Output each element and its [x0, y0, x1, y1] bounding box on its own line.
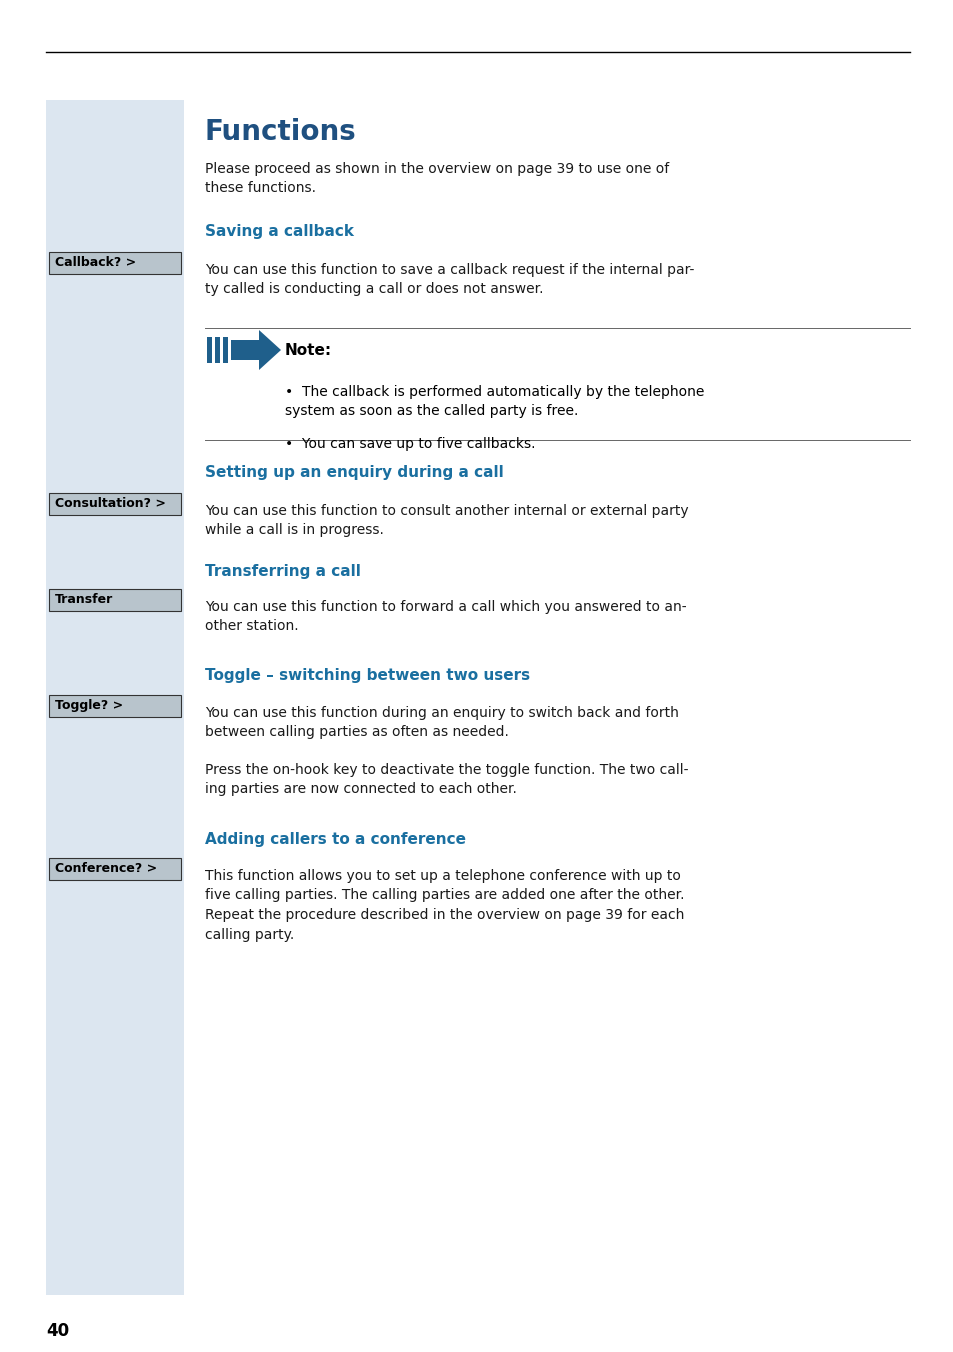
Bar	[49, 695, 181, 717]
Text: Consultation? >: Consultation? >	[55, 498, 166, 511]
Bar	[223, 337, 228, 362]
Polygon shape	[231, 330, 281, 370]
Bar	[49, 493, 181, 515]
Bar	[49, 589, 181, 611]
Bar	[46, 100, 184, 1295]
Text: Transferring a call: Transferring a call	[205, 564, 360, 579]
Text: Callback? >: Callback? >	[55, 257, 136, 269]
Text: Setting up an enquiry during a call: Setting up an enquiry during a call	[205, 465, 503, 480]
Text: Conference? >: Conference? >	[55, 863, 157, 876]
Text: Note:: Note:	[285, 343, 332, 358]
Text: Transfer: Transfer	[55, 594, 113, 607]
Text: Please proceed as shown in the overview on page 39 to use one of
these functions: Please proceed as shown in the overview …	[205, 162, 669, 196]
Bar	[214, 337, 220, 362]
Text: •  The callback is performed automatically by the telephone
system as soon as th: • The callback is performed automaticall…	[285, 385, 703, 419]
Text: You can use this function to consult another internal or external party
while a : You can use this function to consult ano…	[205, 504, 688, 538]
Text: You can use this function to forward a call which you answered to an-
other stat: You can use this function to forward a c…	[205, 600, 686, 634]
Text: This function allows you to set up a telephone conference with up to
five callin: This function allows you to set up a tel…	[205, 869, 684, 941]
Text: Saving a callback: Saving a callback	[205, 224, 354, 239]
Bar	[49, 859, 181, 880]
Bar	[49, 251, 181, 274]
Text: Adding callers to a conference: Adding callers to a conference	[205, 831, 465, 846]
Text: Press the on-hook key to deactivate the toggle function. The two call-
ing parti: Press the on-hook key to deactivate the …	[205, 763, 688, 796]
Text: •  You can save up to five callbacks.: • You can save up to five callbacks.	[285, 437, 535, 452]
Text: You can use this function during an enquiry to switch back and forth
between cal: You can use this function during an enqu…	[205, 706, 679, 740]
Text: 40: 40	[46, 1322, 69, 1340]
Text: Toggle – switching between two users: Toggle – switching between two users	[205, 668, 530, 683]
Bar	[207, 337, 212, 362]
Text: You can use this function to save a callback request if the internal par-
ty cal: You can use this function to save a call…	[205, 264, 694, 296]
Text: Functions: Functions	[205, 118, 356, 146]
Text: Toggle? >: Toggle? >	[55, 699, 123, 713]
